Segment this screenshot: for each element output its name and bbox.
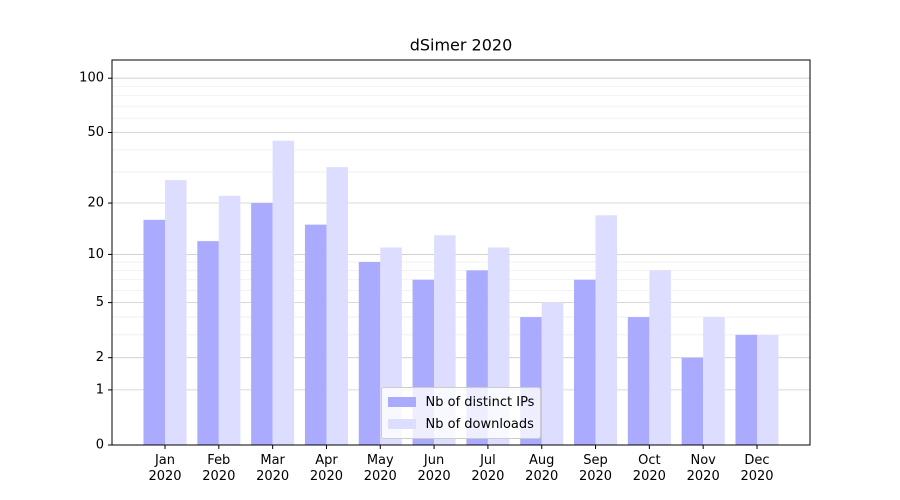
y-tick-label: 50 [87, 125, 104, 140]
y-tick-label: 1 [96, 382, 104, 397]
x-tick-label: Nov 2020 [686, 453, 720, 484]
x-tick-label: Dec 2020 [740, 453, 774, 484]
x-tick-label: Aug 2020 [525, 453, 559, 484]
bar [541, 302, 564, 445]
legend-entry: Nb of distinct IPs [387, 391, 535, 413]
bar [197, 241, 219, 445]
x-tick-label: Jan 2020 [148, 453, 182, 484]
bar [595, 215, 618, 445]
y-tick-label: 0 [96, 438, 104, 453]
y-tick-label: 10 [87, 247, 104, 262]
bar [703, 317, 725, 445]
legend: Nb of distinct IPs Nb of downloads [380, 387, 542, 439]
chart-title: dSimer 2020 [410, 36, 513, 55]
x-tick-label: Oct 2020 [632, 453, 666, 484]
x-tick-label: Mar 2020 [256, 453, 290, 484]
bar [143, 219, 166, 445]
bar [649, 270, 671, 445]
bar [251, 203, 273, 445]
bar [358, 261, 381, 445]
x-tick-label: Jun 2020 [417, 453, 451, 484]
x-tick-label: Jul 2020 [471, 453, 505, 484]
y-tick-label: 20 [87, 196, 104, 211]
legend-label: Nb of downloads [425, 416, 534, 432]
x-tick-label: May 2020 [363, 453, 397, 484]
legend-label: Nb of distinct IPs [425, 394, 535, 410]
x-tick-label: Feb 2020 [202, 453, 236, 484]
bar [272, 140, 295, 445]
bar [304, 224, 327, 445]
legend-entry: Nb of downloads [387, 413, 535, 435]
bar [218, 195, 241, 445]
y-tick-label: 5 [96, 295, 104, 310]
y-tick-label: 100 [79, 71, 104, 86]
plot-frame [111, 59, 811, 446]
bar [681, 357, 704, 445]
y-tick-label: 2 [96, 350, 104, 365]
legend-swatch [387, 419, 416, 429]
bar [574, 279, 596, 445]
x-tick-label: Apr 2020 [309, 453, 343, 484]
bar [756, 334, 779, 445]
bar [627, 317, 650, 445]
bar [735, 334, 757, 445]
legend-swatch [387, 397, 416, 407]
bar [165, 180, 187, 445]
bar [326, 167, 348, 445]
x-tick-label: Sep 2020 [578, 453, 613, 484]
